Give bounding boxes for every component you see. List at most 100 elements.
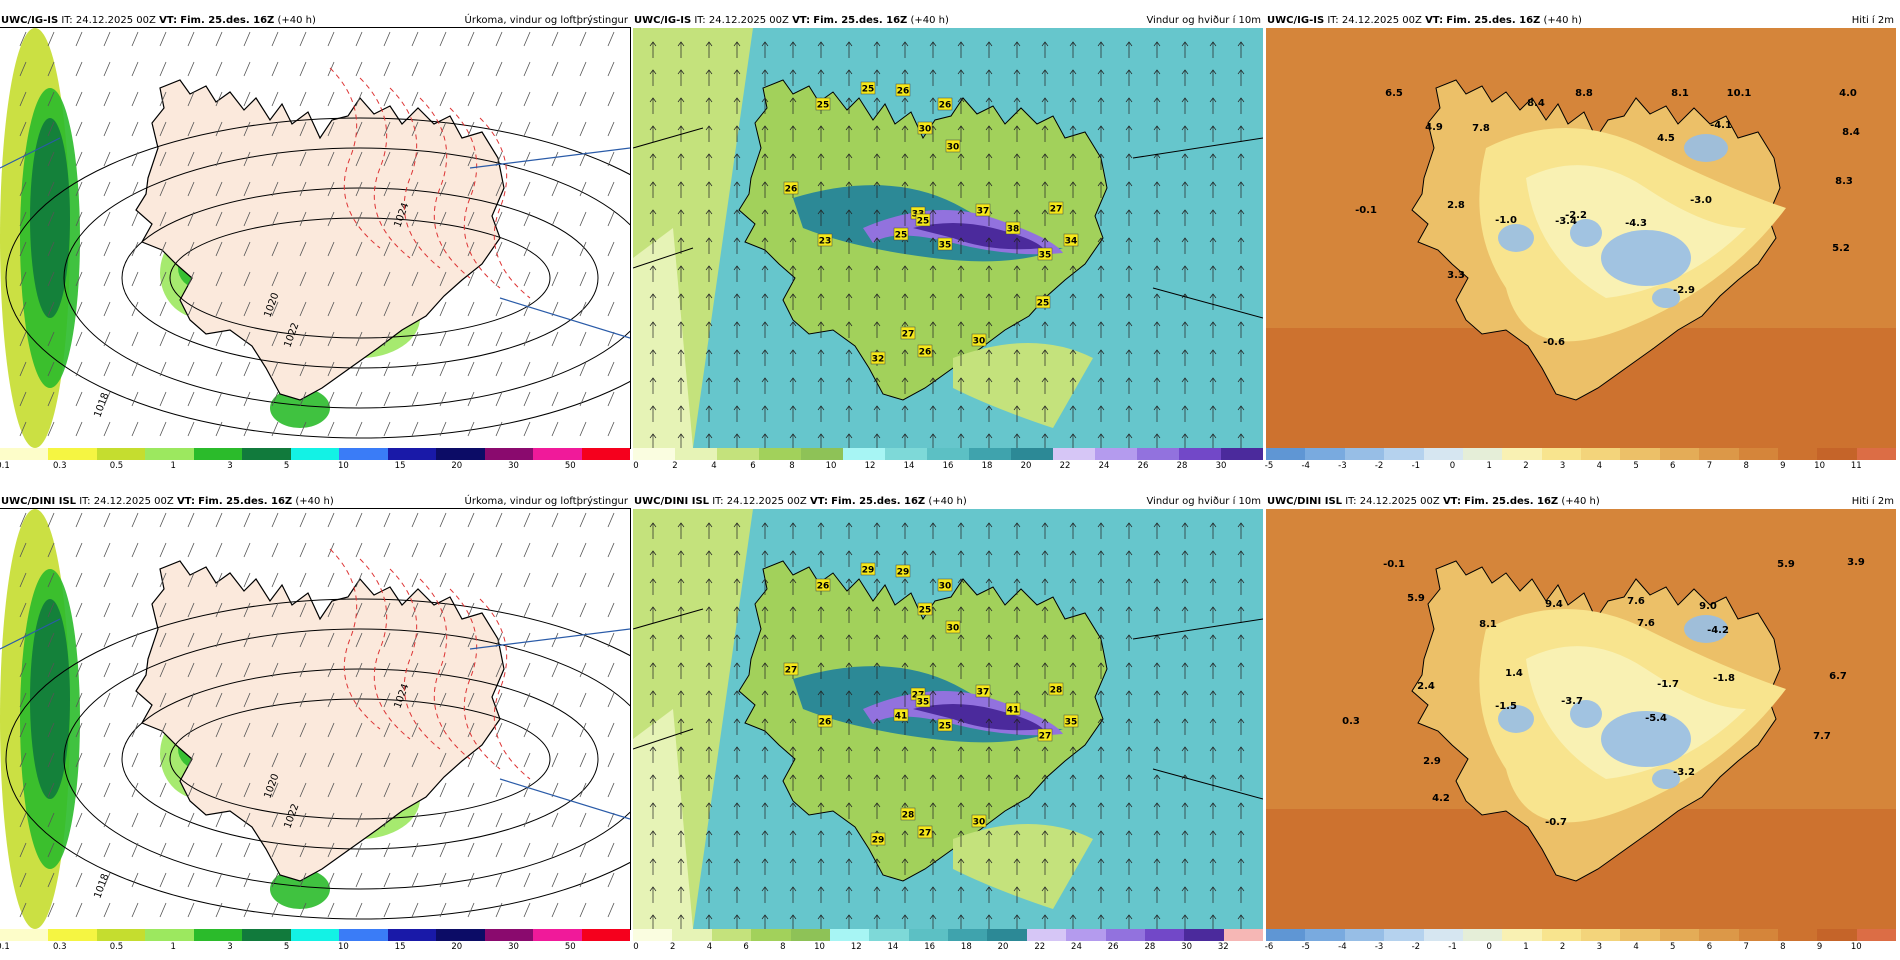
isobar: [63, 628, 630, 890]
wind-arrow: [761, 914, 769, 929]
vt-label: VT:: [792, 15, 811, 26]
wind-arrow: [901, 153, 909, 170]
wind-arrow: [677, 405, 685, 422]
wind-arrow: [1237, 69, 1245, 86]
wind-barb: [19, 512, 27, 528]
temp-label: -0.6: [1543, 337, 1565, 348]
wind-barb: [131, 301, 139, 317]
temp-label: 8.1: [1671, 88, 1689, 99]
wind-barb: [271, 782, 279, 798]
wind-arrow: [705, 578, 713, 595]
wind-arrow: [761, 634, 769, 651]
wind-arrow: [1153, 774, 1161, 791]
colorbar-tick-label: 0.3: [52, 942, 67, 952]
wind-barb: [159, 872, 167, 888]
wind-arrow: [761, 125, 769, 142]
colorbar-swatch: [1423, 929, 1463, 941]
wind-arrow: [929, 774, 937, 791]
wind-arrow: [1013, 746, 1021, 763]
wind-arrow: [789, 265, 797, 282]
valid-time: Fim. 25.des. 16Z: [1446, 15, 1541, 26]
grid-line: [633, 127, 1263, 319]
gust-label: 29: [897, 568, 910, 578]
wind-arrow: [649, 377, 657, 394]
wind-barb: [439, 301, 447, 317]
wind-arrow: [817, 634, 825, 651]
wind-arrow: [1097, 690, 1105, 707]
wind-barb: [103, 842, 111, 858]
wind-barb: [187, 572, 195, 588]
wind-barb: [187, 542, 195, 558]
colorbar-swatch: [1137, 448, 1179, 460]
wind-arrow: [1069, 550, 1077, 567]
model-name: UWC/IG-IS: [1267, 15, 1325, 26]
isobar: [169, 698, 551, 820]
temp-contour: [419, 578, 471, 760]
wind-arrow: [789, 433, 797, 448]
wind-barb: [607, 181, 615, 197]
wind-barb: [19, 331, 27, 347]
wind-barb: [19, 602, 27, 618]
wind-arrow: [817, 349, 825, 366]
wind-arrow: [1097, 914, 1105, 929]
wind-barb: [495, 542, 503, 558]
wind-barb: [607, 121, 615, 137]
colorbar-tick-label: 8: [789, 461, 795, 471]
wind-arrow: [1209, 914, 1217, 929]
gust-label: 27: [902, 330, 915, 340]
wind-barb: [19, 31, 27, 47]
wind-arrow: [1125, 550, 1133, 567]
wind-arrow: [901, 41, 909, 58]
wind-barb: [103, 211, 111, 227]
wind-arrow: [873, 209, 881, 226]
wind-arrow: [705, 662, 713, 679]
wind-arrow: [1125, 377, 1133, 394]
wind-map[interactable]: 2629293025302727282637352541412735302827…: [633, 509, 1263, 929]
wind-barb: [607, 61, 615, 77]
wind-arrow: [1125, 886, 1133, 903]
wind-arrow: [1209, 433, 1217, 448]
wind-barb: [299, 632, 307, 648]
panel-header: UWC/DINI ISL IT: 24.12.2025 00Z VT: Fim.…: [0, 495, 630, 509]
wind-arrow: [1013, 774, 1021, 791]
gust-label: 37: [977, 207, 990, 217]
colorbar-swatch: [1026, 929, 1067, 941]
wind-arrow: [789, 321, 797, 338]
wind-barb: [159, 632, 167, 648]
wind-barb: [411, 512, 419, 528]
precip-map[interactable]: 1018 1020 1022 1024: [0, 508, 631, 930]
temp-map[interactable]: -0.1 5.9 2.4 0.3 2.9 4.2 8.1 9.4 7.6 1.4 7.6 9.0 5.9…: [1266, 509, 1896, 929]
temp-label: -4.2: [1707, 625, 1729, 636]
colorbar-swatch: [987, 929, 1027, 941]
wind-barb: [383, 902, 391, 918]
temp-contour: [449, 107, 501, 289]
wind-arrow: [901, 349, 909, 366]
wind-arrow: [817, 321, 825, 338]
wind-barb: [299, 91, 307, 107]
colorbar-tick-label: 1: [170, 942, 176, 952]
wind-arrow: [1209, 181, 1217, 198]
glacier-cold-area: [1684, 134, 1728, 162]
wind-arrow: [1097, 550, 1105, 567]
wind-arrow: [789, 153, 797, 170]
colorbar-swatch: [711, 929, 752, 941]
wind-barb: [551, 151, 559, 167]
wind-barb: [355, 752, 363, 768]
wind-arrow: [873, 774, 881, 791]
wind-barb: [467, 692, 475, 708]
wind-arrow: [1013, 349, 1021, 366]
wind-arrow: [1153, 237, 1161, 254]
wind-barb: [299, 241, 307, 257]
precip-map[interactable]: 1018 1020 1022 1024: [0, 27, 631, 449]
colorbar-swatch: [193, 929, 243, 941]
wind-arrow: [817, 265, 825, 282]
temp-map[interactable]: 6.5 4.9 2.8 -0.1 3.3 7.8 8.4 8.8 8.1 10.1 4.0 -2.2 4…: [1266, 28, 1896, 448]
wind-barb: [327, 421, 335, 437]
wind-arrow: [929, 181, 937, 198]
wind-arrow: [929, 405, 937, 422]
wind-barb: [439, 151, 447, 167]
wind-map[interactable]: 2525262630302633272337253525383534302726…: [633, 28, 1263, 448]
colorbar-swatch: [948, 929, 988, 941]
wind-arrow: [1237, 125, 1245, 142]
wind-barb: [411, 722, 419, 738]
